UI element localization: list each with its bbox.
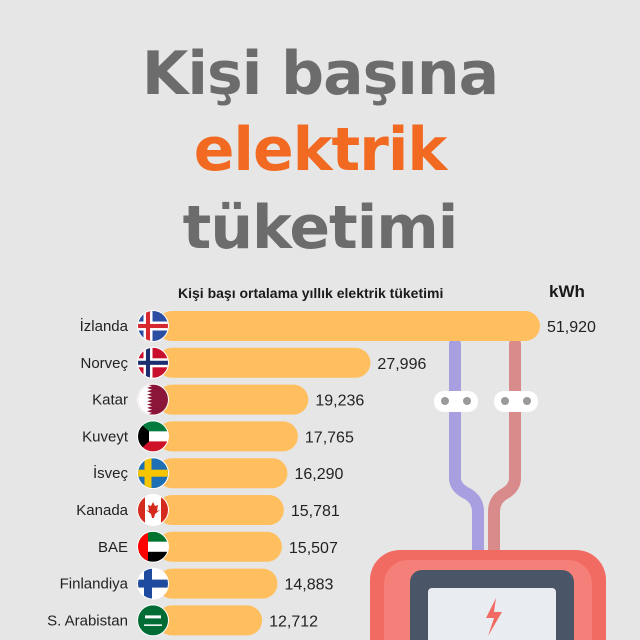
electric-meter-illustration (370, 550, 606, 640)
clip-dot (501, 397, 509, 405)
clip-dot (441, 397, 449, 405)
bar (157, 605, 263, 636)
title-line-2-highlight: elektrik (193, 115, 448, 185)
qatar-flag-icon (138, 384, 168, 415)
clip-dot (523, 397, 531, 405)
red-wire-clip (494, 391, 538, 412)
category-label: Norveç (80, 355, 128, 372)
wires-illustration (434, 338, 538, 566)
bar (157, 568, 278, 599)
blue-wire-clip (434, 391, 478, 412)
kuwait-flag-icon (138, 421, 168, 452)
bar (157, 458, 288, 489)
red-wire (488, 338, 521, 566)
bar (157, 347, 371, 378)
blue-wire (449, 338, 484, 566)
title-line-3: tüketimi (182, 193, 459, 263)
value-label: 19,236 (315, 393, 364, 410)
bars-group: İzlanda 51,920 Norveç 27,996 Katar 19,236 Kuve… (47, 310, 596, 637)
category-label: Kuveyt (82, 428, 129, 445)
value-label: 15,781 (291, 503, 340, 520)
bar (157, 495, 284, 525)
category-label: Katar (92, 392, 128, 409)
bar (157, 531, 282, 562)
category-label: Finlandiya (60, 576, 129, 593)
bar (157, 421, 298, 452)
title-line-1: Kişi başına (141, 39, 499, 109)
category-label: Kanada (76, 502, 128, 519)
value-label: 12,712 (269, 613, 318, 630)
chart-subtitle: Kişi başı ortalama yıllık elektrik tüket… (178, 285, 444, 301)
value-label: 16,290 (294, 466, 343, 483)
value-label: 17,765 (305, 429, 354, 446)
saudi-arabia-flag-icon (138, 605, 168, 636)
uae-flag-icon (138, 531, 168, 562)
value-label: 14,883 (284, 577, 333, 594)
finland-flag-icon (138, 568, 168, 599)
category-label: S. Arabistan (47, 612, 128, 629)
value-label: 51,920 (547, 319, 596, 336)
sweden-flag-icon (138, 458, 168, 489)
bar (157, 311, 540, 341)
category-label: İsveç (93, 464, 129, 482)
category-label: İzlanda (80, 317, 129, 335)
norway-flag-icon (138, 347, 168, 378)
value-label: 15,507 (289, 540, 338, 557)
lightning-icon (486, 598, 502, 636)
value-label: 27,996 (377, 356, 426, 373)
category-label: BAE (98, 539, 128, 556)
canada-flag-icon (138, 495, 168, 525)
clip-dot (463, 397, 471, 405)
bar (157, 384, 309, 415)
iceland-flag-icon (138, 311, 168, 341)
unit-label: kWh (549, 282, 585, 301)
